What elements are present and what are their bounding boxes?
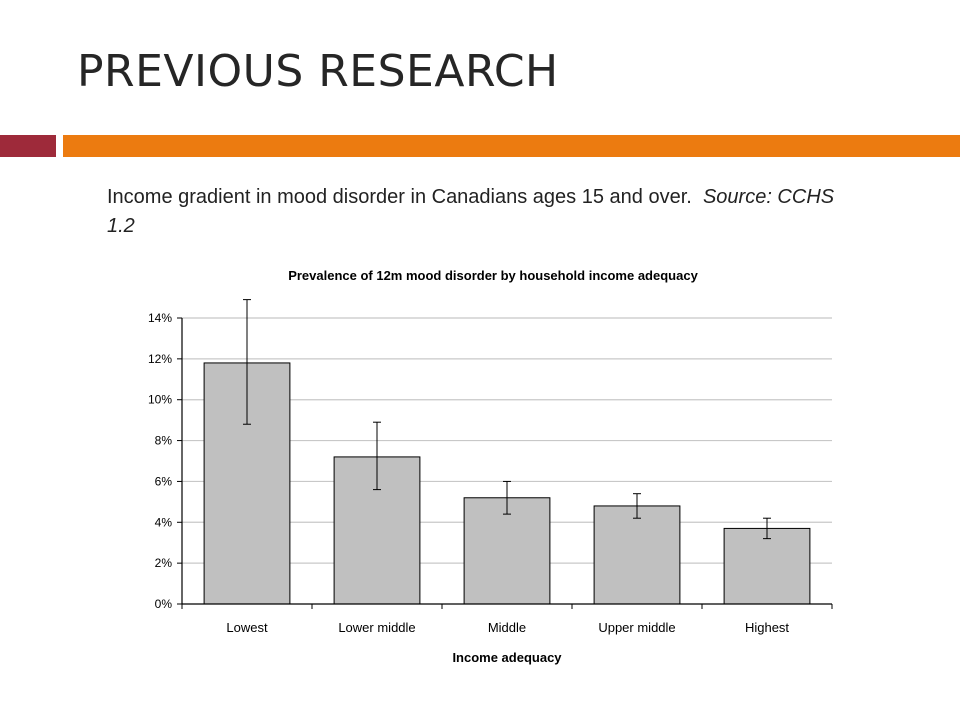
y-tick-label: 0% xyxy=(155,597,173,611)
y-tick-label: 4% xyxy=(155,515,173,529)
y-tick-label: 12% xyxy=(148,352,172,366)
accent-bar-orange xyxy=(63,135,960,157)
y-tick-labels: 0% 2% 4% 6% 8% 10% 12% 14% xyxy=(148,311,172,611)
y-tick-label: 6% xyxy=(155,474,173,488)
x-tick-label: Lowest xyxy=(226,620,268,635)
x-axis-label: Income adequacy xyxy=(452,650,562,665)
slide-caption: Income gradient in mood disorder in Cana… xyxy=(107,183,847,241)
y-tick-label: 14% xyxy=(148,311,172,325)
accent-bar-red xyxy=(0,135,56,157)
chart-title: Prevalence of 12m mood disorder by house… xyxy=(288,268,698,283)
axes-group xyxy=(177,317,833,609)
error-bars-group xyxy=(243,299,771,540)
y-tick-label: 10% xyxy=(148,393,172,407)
x-tick-label: Middle xyxy=(488,620,526,635)
x-tick-label: Upper middle xyxy=(598,620,675,635)
x-tick-labels: Lowest Lower middle Middle Upper middle High… xyxy=(226,620,789,635)
y-tick-label: 2% xyxy=(155,556,173,570)
y-tick-label: 8% xyxy=(155,434,173,448)
slide-title: PREVIOUS RESEARCH xyxy=(77,46,559,97)
bar xyxy=(723,527,811,605)
x-tick-label: Highest xyxy=(745,620,789,635)
bar-chart: Prevalence of 12m mood disorder by house… xyxy=(148,268,833,665)
caption-source: Source: CCHS 1.2 xyxy=(107,186,835,237)
bar xyxy=(593,505,681,605)
caption-text: Income gradient in mood disorder in Cana… xyxy=(107,186,692,208)
x-tick-label: Lower middle xyxy=(338,620,415,635)
